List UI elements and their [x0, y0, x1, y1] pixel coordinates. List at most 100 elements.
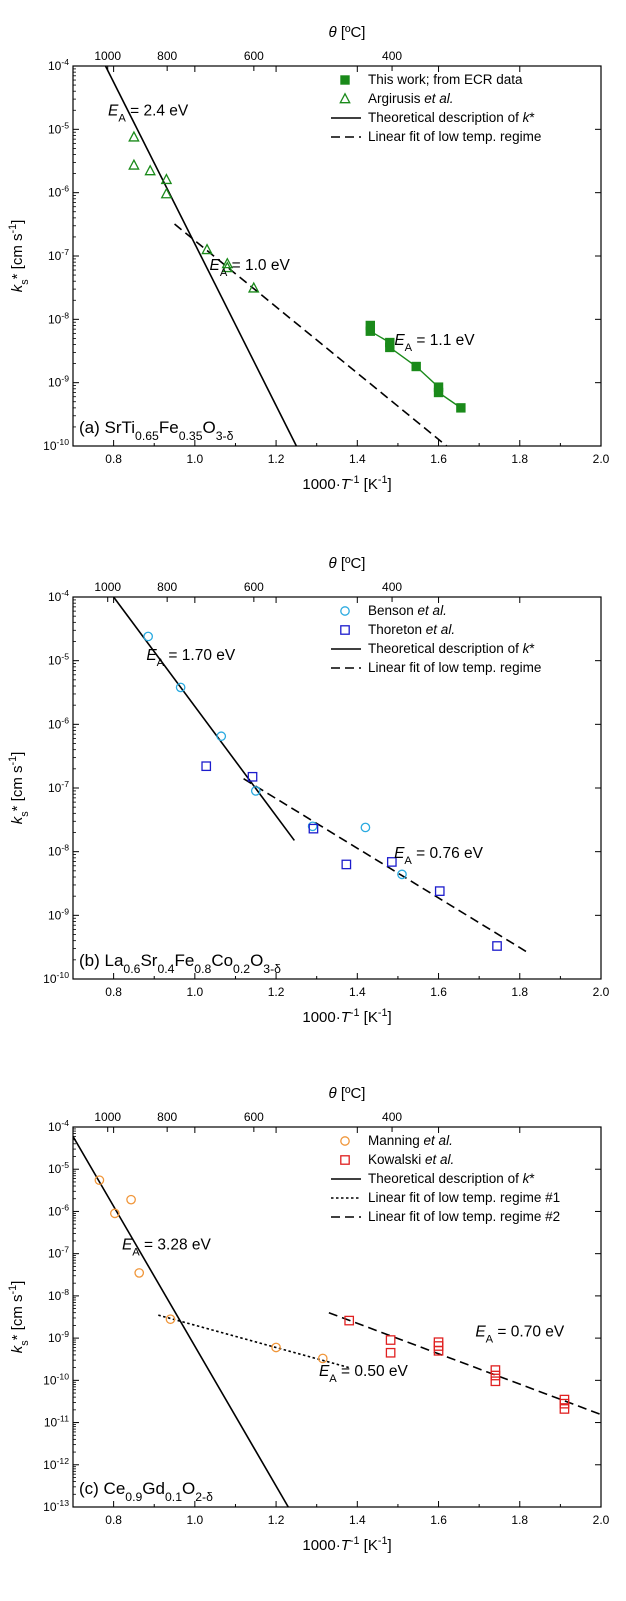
material-part: O: [203, 418, 216, 437]
x-label-part: ]: [387, 476, 391, 493]
x-tick-label: 2.0: [593, 985, 610, 999]
y-tick-base: 10: [48, 312, 62, 326]
data-point: [271, 1342, 281, 1353]
legend-label: Linear fit of low temp. regime #2: [368, 1209, 560, 1224]
ann-part: = 1.0 eV: [227, 257, 290, 274]
data-point: [160, 173, 173, 185]
data-point: [216, 731, 227, 742]
y-tick-base: 10: [48, 1204, 62, 1218]
ann-part: E: [394, 845, 405, 862]
ann-part: A: [404, 855, 412, 867]
y-tick-label: 10-6: [48, 715, 69, 731]
data-point: [433, 1345, 444, 1356]
y-tick-label: 10-4: [48, 1118, 69, 1134]
top-tick-label: 1000: [94, 1110, 121, 1124]
ann-part: = 3.28 eV: [140, 1237, 212, 1254]
legend-marker: [340, 75, 350, 85]
y-label-part: ]: [9, 752, 26, 756]
ann-part: = 1.1 eV: [412, 332, 475, 349]
ann-part: A: [118, 113, 126, 125]
x-axis-label: 1000·T-1 [K-1]: [302, 474, 391, 493]
y-tick-exp: -12: [57, 1456, 70, 1466]
panel-label-part: (b): [79, 951, 105, 970]
legend-label: Manning et al.: [368, 1133, 453, 1148]
legend-label-part: k: [523, 641, 531, 656]
material-part: 0.6: [123, 962, 140, 976]
legend-label-part: k: [523, 110, 531, 125]
y-axis-label: ks* [cm s-1]: [7, 752, 31, 825]
y-tick-base: 10: [48, 1162, 62, 1176]
data-point: [128, 158, 140, 170]
y-tick-label: 10-4: [48, 588, 69, 604]
ann-part: = 1.70 eV: [164, 647, 236, 664]
top-tick-label: 800: [157, 49, 177, 63]
panel-label-part: (c): [79, 1479, 104, 1498]
y-tick-base: 10: [48, 1331, 62, 1345]
legend-label-part: et al.: [424, 1133, 453, 1148]
top-tick-label: 1000: [94, 49, 121, 63]
y-tick-base: 10: [43, 1373, 57, 1387]
data-point: [160, 187, 173, 199]
y-label-part: s: [19, 279, 31, 285]
legend: Manning et al.Kowalski et al.Theoretical…: [331, 1133, 560, 1224]
data-point: [247, 771, 258, 782]
y-tick-label: 10-8: [48, 1287, 69, 1303]
data-point: [175, 682, 186, 693]
y-tick-label: 10-5: [48, 1160, 69, 1176]
ann-part: A: [132, 1247, 140, 1259]
ann-part: E: [146, 647, 157, 664]
x-tick-label: 1.8: [511, 1513, 528, 1527]
legend-label-part: k: [523, 1171, 531, 1186]
x-label-part: [K: [360, 476, 378, 493]
panel-label-part: (a): [79, 418, 105, 437]
activation-energy-label: EA = 1.1 eV: [394, 332, 475, 354]
x-tick-label: 1.8: [511, 452, 528, 466]
x-label-part: 1000·: [302, 476, 340, 493]
y-tick-label: 10-9: [48, 906, 69, 922]
y-label-part: *: [9, 1334, 26, 1340]
material-part: 2-δ: [195, 1490, 213, 1504]
y-tick-base: 10: [48, 1120, 62, 1134]
data-point: [201, 761, 212, 772]
y-tick-label: 10-10: [43, 437, 69, 453]
y-tick-base: 10: [48, 1247, 62, 1261]
y-tick-label: 10-8: [48, 843, 69, 859]
fit-line: [158, 1314, 350, 1369]
legend-label-part: et al.: [426, 622, 455, 637]
x-tick-label: 1.6: [430, 985, 447, 999]
ann-part: = 0.76 eV: [412, 845, 484, 862]
y-label-part: *: [9, 805, 26, 811]
legend-label-part: *: [529, 641, 535, 656]
y-tick-label: 10-7: [48, 779, 69, 795]
data-point: [559, 1398, 570, 1409]
data-point: [386, 857, 397, 867]
fit-line: [174, 223, 448, 446]
y-tick-base: 10: [48, 908, 62, 922]
legend-marker: [340, 625, 350, 635]
data-point: [385, 1347, 396, 1358]
top-label-part: [ºC]: [337, 1085, 366, 1102]
y-tick-label: 10-9: [48, 1329, 69, 1345]
top-axis-label: θ [ºC]: [329, 555, 366, 572]
material-part: SrTi: [105, 418, 136, 437]
y-tick-exp: -8: [61, 1287, 69, 1297]
y-tick-base: 10: [48, 186, 62, 200]
y-label-part: s: [19, 1340, 31, 1346]
ann-part: A: [157, 657, 165, 669]
material-part: Ce: [104, 1479, 126, 1498]
x-label-part: -1: [350, 1007, 360, 1019]
y-tick-label: 10-7: [48, 247, 69, 263]
top-axis-label: θ [ºC]: [329, 1085, 366, 1102]
x-label-part: [K: [360, 1009, 378, 1026]
data-point: [250, 786, 261, 796]
y-tick-exp: -6: [61, 715, 69, 725]
y-label-part: [cm s: [9, 234, 26, 274]
y-tick-exp: -11: [57, 1414, 69, 1424]
y-tick-exp: -4: [61, 588, 69, 598]
y-tick-base: 10: [48, 122, 62, 136]
data-point: [94, 1175, 105, 1186]
x-tick-label: 1.6: [430, 452, 447, 466]
x-tick-label: 1.0: [187, 985, 204, 999]
